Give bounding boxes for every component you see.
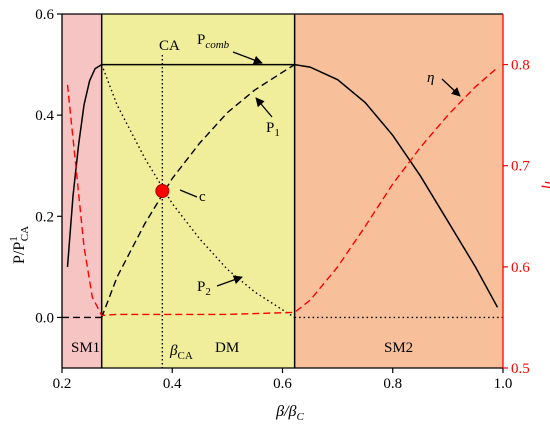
y-right-tick-label: 0.8 [511, 58, 530, 74]
region-sm1-label: SM1 [71, 340, 100, 356]
p1-arrow [255, 97, 273, 118]
pcomb-arrow [232, 51, 263, 65]
region-sm2 [294, 14, 503, 368]
eta-arrow [441, 78, 461, 97]
region-dm [101, 14, 295, 368]
x-tick-label: 0.4 [163, 376, 182, 392]
region-sm2-label: SM2 [384, 340, 413, 356]
regions-layer [62, 14, 503, 368]
y-axis-right-title: η [541, 181, 550, 189]
bca-label: βCA [169, 343, 193, 362]
annotations-layer: CA Pcomb P1 P2 η c βCA SM1 DM SM2 [71, 32, 461, 362]
y-left-tick-label: 0.2 [35, 209, 54, 225]
y-axis-left-title: P/P1CA [8, 226, 31, 264]
p2-arrow [216, 275, 243, 287]
series-p-2 [101, 64, 295, 318]
series-p-comb [66, 63, 499, 308]
series-p-1 [101, 64, 295, 318]
y-right-tick-label: 0.7 [511, 159, 530, 175]
y-left-tick-label: 0.4 [35, 108, 54, 124]
region-sm1 [62, 14, 102, 368]
y-right-tick-label: 0.5 [511, 361, 530, 377]
x-tick-label: 0.6 [273, 376, 292, 392]
p2-label: P2 [197, 279, 211, 298]
x-tick-label: 1.0 [494, 376, 513, 392]
x-axis-title: β/βC [275, 403, 304, 423]
y-left-tick-label: 0.6 [35, 7, 54, 23]
x-tick-label: 0.2 [53, 376, 72, 392]
series-- [66, 67, 498, 317]
point-c-label: c [199, 189, 206, 205]
p1-label: P1 [266, 120, 280, 139]
pcomb-label: Pcomb [197, 32, 230, 51]
ticks-layer: 0.2 0.4 0.6 0.8 1.0 0.0 0.2 0.4 0.6 0.5 0.6 0.7 0.8 [35, 7, 530, 392]
series-layer [62, 63, 503, 319]
ca-label: CA [159, 38, 180, 54]
x-tick-label: 0.8 [383, 376, 402, 392]
point-c-arrow [179, 189, 198, 198]
region-dm-label: DM [215, 340, 239, 356]
point-c [155, 184, 170, 198]
eta-label: η [427, 70, 434, 86]
y-left-tick-label: 0.0 [35, 310, 54, 326]
y-right-tick-label: 0.6 [511, 260, 530, 276]
